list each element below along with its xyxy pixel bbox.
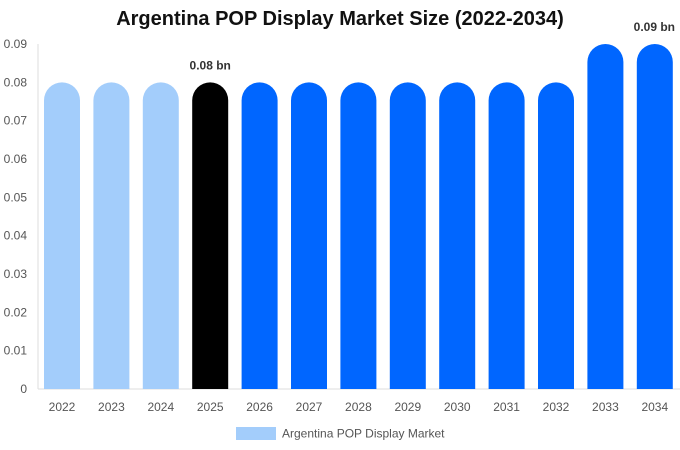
bar-2025[interactable] [192, 82, 229, 389]
x-axis-ticks: 2022 2023 2024 2025 2026 2027 2028 2029 2030 2031… [49, 400, 669, 414]
x-tick-label: 2026 [246, 400, 273, 414]
x-tick-label: 2034 [641, 400, 668, 414]
bar-2026[interactable] [241, 82, 278, 389]
x-tick-label: 2022 [49, 400, 76, 414]
y-tick-label: 0.09 [4, 37, 28, 51]
bar-2034[interactable] [636, 44, 673, 389]
x-tick-label: 2033 [592, 400, 619, 414]
legend[interactable]: Argentina POP Display Market [236, 427, 445, 441]
x-tick-label: 2024 [147, 400, 174, 414]
y-tick-label: 0.04 [4, 229, 28, 243]
x-tick-label: 2023 [98, 400, 125, 414]
legend-swatch[interactable] [236, 427, 276, 440]
x-tick-label: 2027 [296, 400, 323, 414]
legend-label[interactable]: Argentina POP Display Market [282, 427, 445, 441]
y-tick-label: 0.01 [4, 344, 28, 358]
bar-2023[interactable] [93, 82, 130, 389]
y-tick-label: 0.05 [4, 190, 28, 204]
y-tick-label: 0 [20, 382, 27, 396]
bars-group [44, 44, 673, 390]
bar-2022[interactable] [44, 82, 80, 389]
bar-2033[interactable] [587, 44, 624, 389]
bar-2024[interactable] [142, 82, 179, 389]
x-tick-label: 2029 [394, 400, 421, 414]
y-tick-label: 0.07 [4, 114, 28, 128]
bar-2029[interactable] [389, 82, 426, 389]
data-label-2034: 0.09 bn [634, 20, 675, 34]
bar-2028[interactable] [340, 82, 377, 389]
x-tick-label: 2028 [345, 400, 372, 414]
y-tick-label: 0.06 [4, 152, 28, 166]
bar-2030[interactable] [439, 82, 476, 389]
chart-title: Argentina POP Display Market Size (2022-… [116, 8, 564, 30]
y-tick-label: 0.03 [4, 267, 28, 281]
x-tick-label: 2032 [543, 400, 570, 414]
bar-2031[interactable] [488, 82, 525, 390]
x-tick-label: 2031 [493, 400, 520, 414]
y-tick-label: 0.08 [4, 75, 28, 89]
y-tick-label: 0.02 [4, 305, 28, 319]
data-labels: 0.08 bn 0.09 bn [190, 20, 675, 72]
bar-2032[interactable] [538, 82, 574, 389]
bar-2027[interactable] [291, 82, 327, 389]
y-axis-ticks: 0 0.01 0.02 0.03 0.04 0.05 0.06 0.07 0.08 0.09 [4, 37, 28, 396]
x-tick-label: 2030 [444, 400, 471, 414]
data-label-2025: 0.08 bn [190, 58, 231, 72]
x-tick-label: 2025 [197, 400, 224, 414]
